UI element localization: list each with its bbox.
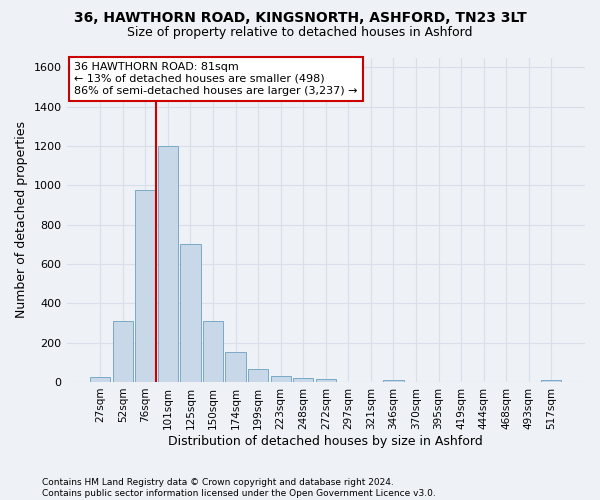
- Y-axis label: Number of detached properties: Number of detached properties: [15, 121, 28, 318]
- Bar: [158, 146, 178, 382]
- X-axis label: Distribution of detached houses by size in Ashford: Distribution of detached houses by size …: [169, 434, 483, 448]
- Text: Contains HM Land Registry data © Crown copyright and database right 2024.
Contai: Contains HM Land Registry data © Crown c…: [42, 478, 436, 498]
- Bar: [90, 377, 110, 382]
- Bar: [181, 244, 200, 382]
- Bar: [203, 321, 223, 382]
- Bar: [293, 378, 313, 382]
- Text: 36 HAWTHORN ROAD: 81sqm
← 13% of detached houses are smaller (498)
86% of semi-d: 36 HAWTHORN ROAD: 81sqm ← 13% of detache…: [74, 62, 358, 96]
- Bar: [316, 379, 336, 382]
- Bar: [541, 380, 562, 382]
- Bar: [248, 369, 268, 382]
- Bar: [226, 352, 246, 382]
- Text: 36, HAWTHORN ROAD, KINGSNORTH, ASHFORD, TN23 3LT: 36, HAWTHORN ROAD, KINGSNORTH, ASHFORD, …: [74, 12, 526, 26]
- Bar: [113, 321, 133, 382]
- Bar: [383, 380, 404, 382]
- Text: Size of property relative to detached houses in Ashford: Size of property relative to detached ho…: [127, 26, 473, 39]
- Bar: [135, 190, 155, 382]
- Bar: [271, 376, 291, 382]
